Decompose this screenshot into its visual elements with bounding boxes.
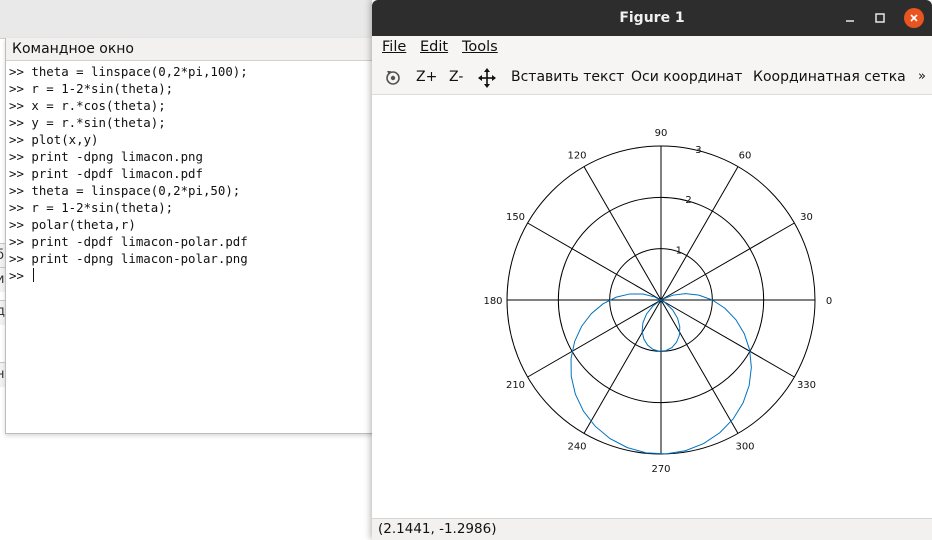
background-fragment: д [0, 300, 6, 325]
insert-text-button[interactable]: Вставить текст [511, 69, 625, 85]
background-fragment: и [0, 267, 6, 292]
background-window-top [0, 0, 372, 39]
angle-grid-spoke [660, 222, 795, 301]
angle-grid-spoke [660, 299, 795, 378]
command-line: >> x = r.*cos(theta); [9, 98, 166, 113]
angle-tick-label: 0 [826, 296, 832, 307]
angle-tick-label: 210 [506, 380, 525, 391]
command-line: >> polar(theta,r) [9, 217, 136, 232]
grid-button[interactable]: Координатная сетка [753, 69, 906, 85]
polar-plot[interactable]: 0 30 60 90 120 150 180 210 240 270 300 330 1 2 3 [372, 95, 932, 518]
menu-edit[interactable]: Edit [420, 39, 449, 55]
rotate-icon [386, 71, 400, 85]
plot-series-line [570, 293, 752, 455]
axes-button[interactable]: Оси координат [631, 69, 743, 85]
figure-title: Figure 1 [619, 10, 685, 26]
background-fragment: б [0, 243, 6, 268]
menu-tools[interactable]: Tools [462, 39, 498, 55]
zoom-out-button[interactable]: Z- [449, 69, 464, 85]
pan-icon [478, 68, 496, 88]
angle-tick-label: 300 [735, 441, 754, 452]
angle-grid-spoke [583, 299, 662, 434]
minimize-button[interactable] [840, 8, 860, 28]
command-window-title: Командное окно [6, 38, 373, 61]
cursor-coordinates: (2.1441, -1.2986) [378, 521, 497, 537]
status-bar: (2.1441, -1.2986) [372, 518, 932, 540]
command-line: >> r = 1-2*sin(theta); [9, 200, 174, 215]
angle-tick-label: 30 [800, 212, 813, 223]
radial-tick-label: 1 [676, 246, 682, 257]
command-window[interactable]: Командное окно >> theta = linspace(0,2*p… [5, 38, 374, 434]
command-line: >> print -dpdf limacon-polar.pdf [9, 234, 248, 249]
angle-tick-label: 330 [797, 380, 816, 391]
maximize-icon [875, 13, 885, 23]
angle-tick-label: 180 [483, 296, 502, 307]
command-line: >> print -dpng limacon-polar.png [9, 251, 248, 266]
radial-tick-label: 2 [685, 195, 691, 206]
angle-tick-label: 120 [567, 151, 586, 162]
close-button[interactable] [904, 8, 924, 28]
menu-bar: File Edit Tools [372, 36, 932, 60]
figure-window[interactable]: Figure 1 File Edit Tools Z+ Z- [372, 0, 932, 540]
rotate-button[interactable] [384, 60, 402, 94]
text-caret [33, 268, 35, 282]
figure-toolbar: Z+ Z- Вставить текст Оси координат Коорд… [372, 60, 932, 95]
prompt-text: >> [9, 268, 32, 283]
angle-grid-spoke [527, 222, 662, 301]
command-window-output[interactable]: >> theta = linspace(0,2*pi,100); >> r = … [6, 61, 373, 284]
command-line: >> theta = linspace(0,2*pi,100); [9, 64, 248, 79]
toolbar-overflow-button[interactable]: » [918, 69, 926, 84]
angle-grid-spoke [527, 299, 662, 378]
close-icon [910, 14, 918, 22]
pan-button[interactable] [478, 60, 496, 94]
command-line: >> r = 1-2*sin(theta); [9, 81, 174, 96]
command-line: >> print -dpdf limacon.pdf [9, 166, 203, 181]
command-line: >> print -dpng limacon.png [9, 149, 203, 164]
angle-tick-label: 150 [506, 212, 525, 223]
menu-file[interactable]: File [382, 39, 407, 55]
figure-titlebar[interactable]: Figure 1 [372, 0, 932, 36]
command-line: >> plot(x,y) [9, 132, 99, 147]
command-prompt[interactable]: >> [9, 267, 373, 284]
zoom-in-button[interactable]: Z+ [416, 69, 438, 85]
angle-grid-spoke [660, 299, 739, 434]
angle-grid-spoke [660, 166, 739, 301]
radial-tick-label: 3 [695, 145, 701, 156]
angle-tick-label: 90 [655, 128, 668, 139]
command-line: >> theta = linspace(0,2*pi,50); [9, 183, 241, 198]
command-line: >> y = r.*sin(theta); [9, 115, 166, 130]
plot-area[interactable]: 0 30 60 90 120 150 180 210 240 270 300 330 1 2 3 [372, 95, 932, 518]
angle-tick-label: 60 [739, 151, 752, 162]
angle-tick-label: 240 [567, 441, 586, 452]
maximize-button[interactable] [870, 8, 890, 28]
angle-tick-label: 270 [651, 464, 670, 475]
minimize-icon [846, 20, 854, 22]
angle-grid-spoke [583, 166, 662, 301]
